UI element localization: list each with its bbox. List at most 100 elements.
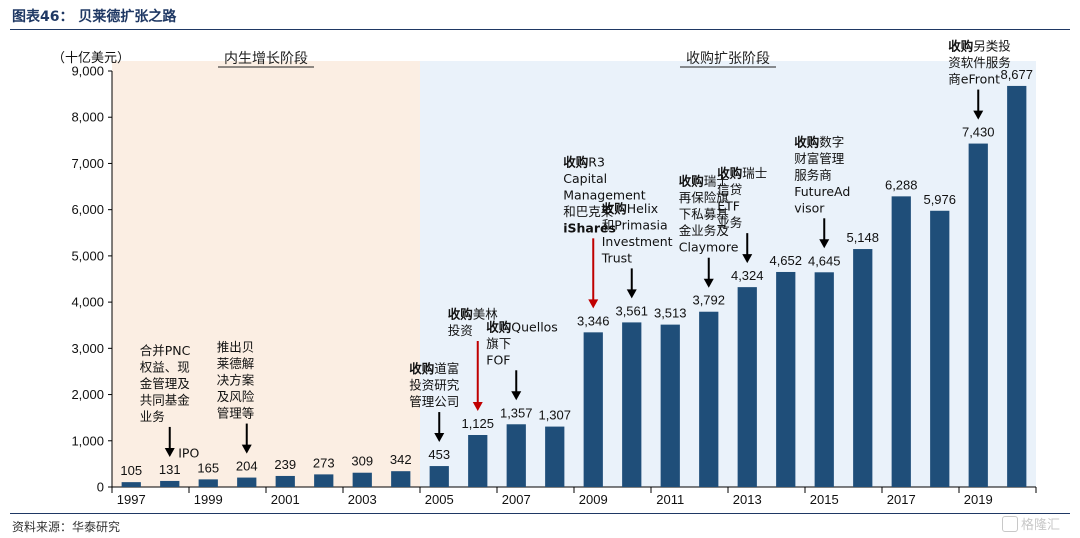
bars bbox=[121, 85, 1027, 487]
bar bbox=[314, 474, 334, 487]
annotation-line: 财富管理 bbox=[794, 151, 845, 166]
value-label: 1,357 bbox=[500, 405, 533, 420]
annotation-line: 和Primasia bbox=[602, 217, 668, 232]
annotation-line: IPO bbox=[178, 445, 199, 460]
footer-divider bbox=[10, 513, 1070, 514]
value-label: 3,792 bbox=[692, 293, 725, 308]
bar bbox=[468, 435, 488, 487]
value-label: 8,677 bbox=[1000, 67, 1033, 82]
annotation-line: 收购R3 bbox=[563, 154, 605, 169]
annotation-line: 收购瑞士 bbox=[679, 174, 729, 189]
value-label: 6,288 bbox=[885, 177, 918, 192]
figure-title: 图表46： 贝莱德扩张之路 bbox=[12, 9, 177, 25]
value-label: 273 bbox=[313, 455, 335, 470]
annotation-line: 投资 bbox=[448, 323, 473, 338]
value-labels: 105 131 165 204 239 273 309 342 453 1,125 1,357 1,3… bbox=[120, 67, 1033, 478]
annotation-arrow-head bbox=[742, 254, 753, 264]
bar bbox=[429, 466, 449, 487]
annotation-line: 金业务及 bbox=[679, 223, 730, 238]
annotation-arrow-head bbox=[241, 444, 252, 454]
annotation-line: 收购瑞士 bbox=[717, 166, 767, 181]
source-note: 资料来源：华泰研究 bbox=[12, 520, 121, 534]
watermark: 格隆汇 bbox=[1002, 514, 1060, 533]
annotation-arrow-head bbox=[819, 239, 830, 249]
annotation-line: 收购Quellos bbox=[486, 319, 558, 334]
period-labels: 内生增长阶段 收购扩张阶段 bbox=[218, 51, 776, 68]
annotations: 合并PNC权益、现金管理及共同基金业务IPO推出贝莱德解决方案及风险管理等收购道… bbox=[140, 39, 1011, 461]
annotation-line: 收购美林 bbox=[448, 307, 499, 322]
watermark-text: 格隆汇 bbox=[1021, 518, 1061, 533]
value-label: 131 bbox=[159, 462, 181, 477]
value-label: 4,645 bbox=[808, 253, 841, 268]
x-tick-label: 2007 bbox=[502, 492, 531, 507]
x-tick-label: 2011 bbox=[656, 492, 684, 507]
watermark-logo-icon bbox=[1002, 516, 1018, 532]
y-tick-label: 3,000 bbox=[71, 341, 104, 356]
x-tick-label: 2013 bbox=[733, 492, 762, 507]
x-tick-label: 1999 bbox=[194, 492, 223, 507]
annotation-line: 旗下 bbox=[486, 336, 511, 351]
annotation-arrow-head bbox=[973, 110, 984, 120]
annotation-line: 商eFront bbox=[948, 72, 1000, 87]
bar bbox=[853, 249, 873, 487]
value-label: 4,324 bbox=[731, 268, 764, 283]
value-label: 204 bbox=[236, 459, 258, 474]
bar bbox=[814, 272, 834, 487]
value-label: 7,430 bbox=[962, 125, 995, 140]
x-tick-label: 2009 bbox=[579, 492, 608, 507]
y-tick-label: 6,000 bbox=[71, 202, 104, 217]
annotation-line: 收购数字 bbox=[794, 134, 844, 149]
annotation-line: 信贷 bbox=[717, 182, 742, 197]
annotation-line: 服务商 bbox=[794, 167, 832, 182]
annotation-line: visor bbox=[794, 200, 825, 215]
x-tick-label: 2003 bbox=[348, 492, 377, 507]
annotation-arrow-head bbox=[703, 278, 714, 288]
bar bbox=[930, 210, 950, 487]
bar bbox=[968, 143, 988, 487]
bar bbox=[622, 322, 642, 487]
x-tick-label: 2017 bbox=[887, 492, 916, 507]
bar bbox=[275, 475, 295, 487]
x-tick-label: 1997 bbox=[117, 492, 146, 507]
x-tick-label: 2015 bbox=[810, 492, 839, 507]
value-label: 342 bbox=[390, 452, 412, 467]
value-label: 5,976 bbox=[923, 192, 956, 207]
annotation-line: Investment bbox=[602, 234, 673, 249]
bar bbox=[776, 271, 796, 487]
y-tick-label: 4,000 bbox=[71, 295, 104, 310]
annotation-line: 合并PNC bbox=[140, 343, 191, 358]
annotation-line: 收购道富 bbox=[409, 361, 459, 376]
annotation-line: Claymore bbox=[679, 240, 739, 255]
value-label: 309 bbox=[351, 454, 373, 469]
y-tick-label: 8,000 bbox=[71, 110, 104, 125]
annotation-arrow-head bbox=[472, 402, 483, 411]
annotation-line: ETF bbox=[717, 199, 740, 214]
bar bbox=[545, 426, 565, 487]
annotation-line: FOF bbox=[486, 352, 510, 367]
annotation-line: 金管理及 bbox=[140, 376, 191, 391]
annotation-arrow-head bbox=[588, 299, 599, 309]
y-unit-label: （十亿美元） bbox=[52, 50, 130, 65]
x-tick-label: 2001 bbox=[271, 492, 300, 507]
bar bbox=[160, 480, 180, 487]
period-label: 收购扩张阶段 bbox=[686, 51, 770, 67]
value-label: 239 bbox=[274, 457, 296, 472]
y-tick-label: 7,000 bbox=[71, 156, 104, 171]
annotation: IPO bbox=[178, 445, 199, 460]
y-tick-label: 5,000 bbox=[71, 248, 104, 263]
bar bbox=[1007, 85, 1027, 487]
annotation-line: 决方案 bbox=[217, 373, 255, 388]
annotation-line: 收购Helix bbox=[602, 201, 658, 216]
annotation-line: Management bbox=[563, 187, 645, 202]
annotation-arrow-head bbox=[434, 433, 445, 443]
annotation-line: 业务 bbox=[717, 215, 742, 230]
annotation-arrow-head bbox=[164, 447, 175, 457]
value-label: 4,652 bbox=[769, 253, 802, 268]
